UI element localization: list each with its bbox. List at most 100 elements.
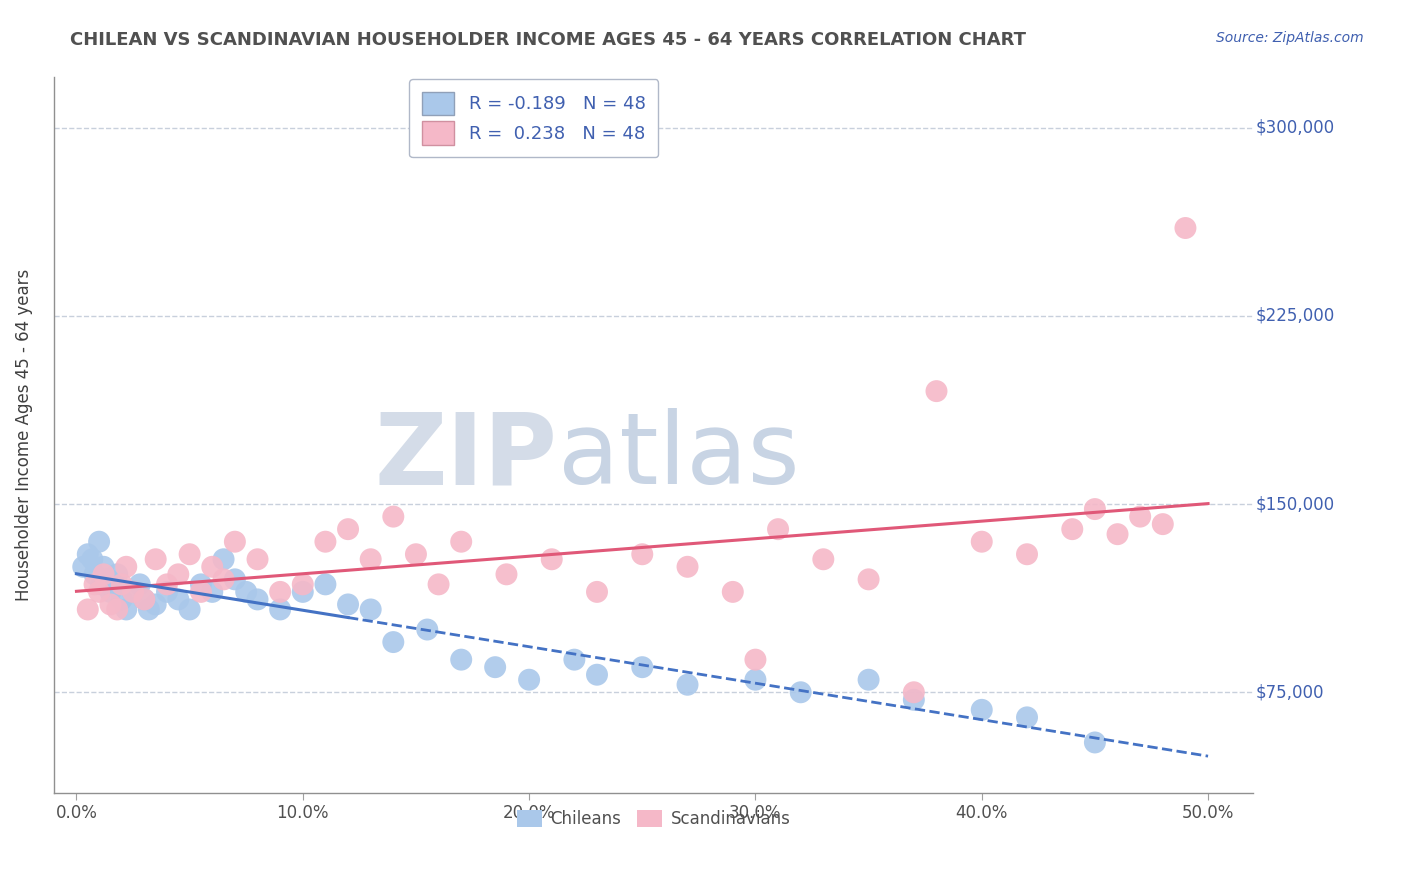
Legend: Chileans, Scandinavians: Chileans, Scandinavians — [510, 803, 797, 834]
Point — [766, 522, 789, 536]
Point — [93, 559, 115, 574]
Point — [90, 577, 112, 591]
Point — [179, 547, 201, 561]
Point — [82, 552, 104, 566]
Point — [100, 585, 122, 599]
Point — [235, 585, 257, 599]
Point — [1084, 735, 1107, 749]
Point — [925, 384, 948, 398]
Point — [115, 602, 138, 616]
Point — [97, 572, 120, 586]
Point — [83, 577, 105, 591]
Point — [360, 552, 382, 566]
Text: $150,000: $150,000 — [1256, 495, 1334, 513]
Point — [970, 703, 993, 717]
Point — [450, 534, 472, 549]
Point — [145, 598, 167, 612]
Point — [858, 673, 880, 687]
Point — [314, 534, 336, 549]
Point — [76, 547, 98, 561]
Point — [1107, 527, 1129, 541]
Point — [382, 635, 405, 649]
Text: CHILEAN VS SCANDINAVIAN HOUSEHOLDER INCOME AGES 45 - 64 YEARS CORRELATION CHART: CHILEAN VS SCANDINAVIAN HOUSEHOLDER INCO… — [70, 31, 1026, 49]
Y-axis label: Householder Income Ages 45 - 64 years: Householder Income Ages 45 - 64 years — [15, 268, 32, 601]
Point — [1152, 517, 1174, 532]
Point — [789, 685, 811, 699]
Point — [111, 592, 134, 607]
Point — [167, 592, 190, 607]
Point — [212, 572, 235, 586]
Point — [201, 559, 224, 574]
Point — [405, 547, 427, 561]
Point — [128, 577, 150, 591]
Text: atlas: atlas — [558, 408, 799, 505]
Point — [291, 585, 314, 599]
Point — [134, 592, 156, 607]
Point — [156, 585, 179, 599]
Point — [246, 552, 269, 566]
Point — [1015, 710, 1038, 724]
Text: Source: ZipAtlas.com: Source: ZipAtlas.com — [1216, 31, 1364, 45]
Point — [631, 660, 654, 674]
Point — [224, 572, 246, 586]
Point — [903, 685, 925, 699]
Point — [721, 585, 744, 599]
Point — [970, 534, 993, 549]
Point — [586, 585, 609, 599]
Point — [427, 577, 450, 591]
Point — [122, 585, 145, 599]
Text: $300,000: $300,000 — [1256, 119, 1334, 136]
Point — [1129, 509, 1152, 524]
Point — [111, 577, 134, 591]
Point — [93, 567, 115, 582]
Point — [100, 598, 122, 612]
Point — [291, 577, 314, 591]
Point — [190, 585, 212, 599]
Point — [138, 602, 160, 616]
Point — [586, 667, 609, 681]
Point — [337, 598, 360, 612]
Point — [858, 572, 880, 586]
Point — [314, 577, 336, 591]
Point — [224, 534, 246, 549]
Point — [212, 552, 235, 566]
Text: $225,000: $225,000 — [1256, 307, 1334, 325]
Point — [246, 592, 269, 607]
Point — [1084, 502, 1107, 516]
Point — [201, 585, 224, 599]
Point — [813, 552, 835, 566]
Point — [179, 602, 201, 616]
Point — [744, 653, 766, 667]
Point — [134, 592, 156, 607]
Point — [564, 653, 586, 667]
Point — [269, 602, 291, 616]
Text: $75,000: $75,000 — [1256, 683, 1324, 701]
Point — [72, 559, 94, 574]
Point — [337, 522, 360, 536]
Point — [903, 693, 925, 707]
Point — [495, 567, 517, 582]
Point — [105, 602, 128, 616]
Point — [104, 577, 127, 591]
Point — [450, 653, 472, 667]
Point — [156, 577, 179, 591]
Point — [76, 602, 98, 616]
Point — [631, 547, 654, 561]
Point — [190, 577, 212, 591]
Point — [145, 552, 167, 566]
Point — [269, 585, 291, 599]
Point — [115, 559, 138, 574]
Point — [540, 552, 562, 566]
Point — [676, 678, 699, 692]
Point — [167, 567, 190, 582]
Point — [105, 567, 128, 582]
Point — [744, 673, 766, 687]
Point — [360, 602, 382, 616]
Point — [83, 567, 105, 582]
Point — [87, 534, 110, 549]
Point — [122, 585, 145, 599]
Point — [87, 585, 110, 599]
Point — [1062, 522, 1084, 536]
Point — [416, 623, 439, 637]
Point — [676, 559, 699, 574]
